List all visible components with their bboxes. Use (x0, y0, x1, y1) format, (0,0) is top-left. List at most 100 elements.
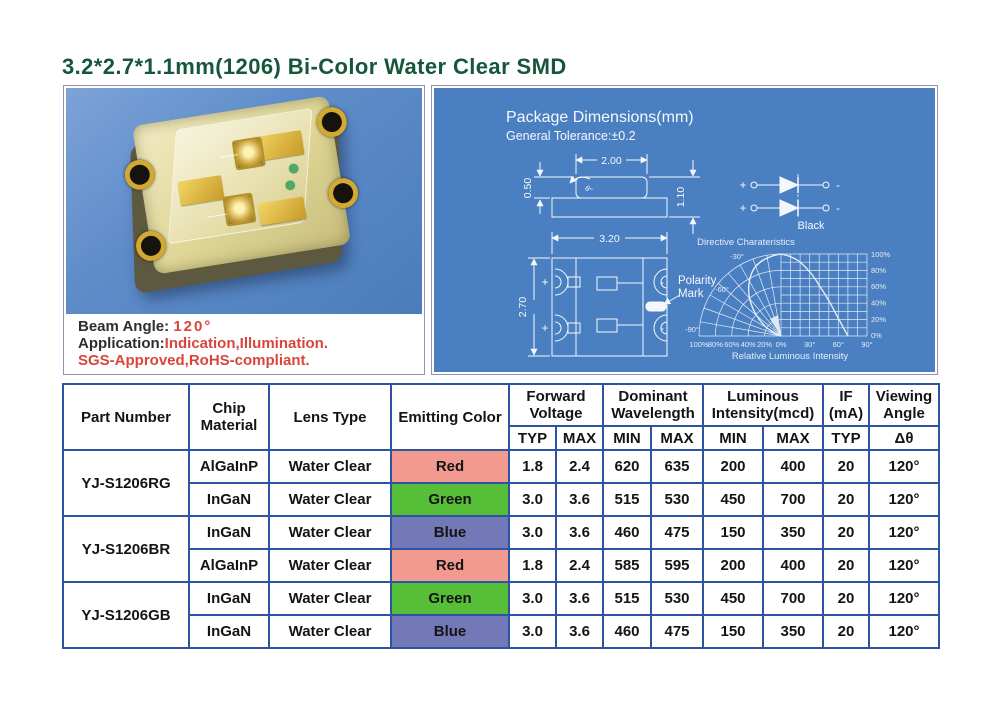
svg-text:-30°: -30° (730, 252, 744, 261)
directive-characteristics-chart: Directive Charateristics (685, 237, 890, 362)
application-line: Application:Indication,Illumination. (78, 335, 422, 352)
cell-lens-type: Water Clear (268, 449, 392, 484)
beam-angle-label: Beam Angle: (78, 318, 170, 335)
subheader-wl-max: MAX (650, 425, 704, 451)
table-row: InGaN Water Clear Blue 3.0 3.6 460 475 1… (63, 614, 940, 649)
svg-text:40%: 40% (871, 299, 886, 308)
polarity-label-line1: Polarity (678, 275, 717, 287)
header-part-number: Part Number (62, 383, 190, 451)
castellation-pad (325, 176, 361, 211)
header-chip-material: Chip Material (188, 383, 270, 451)
subheader-vf-typ: TYP (508, 425, 557, 451)
cell-if-typ: 20 (822, 548, 870, 583)
beam-angle-line: Beam Angle: 120° (78, 318, 422, 335)
cell-wl-max: 530 (650, 482, 704, 517)
cell-lens-type: Water Clear (268, 515, 392, 550)
cartesian-grid (781, 253, 868, 336)
polar-chart-title: Directive Charateristics (697, 237, 795, 248)
cell-iv-min: 450 (702, 482, 764, 517)
castellation-pad (314, 104, 350, 140)
polarity-plus-sign: + (541, 275, 548, 289)
header-luminous-intensity: Luminous Intensity(mcd) (702, 383, 824, 427)
header-dominant-wavelength: Dominant Wavelength (602, 383, 704, 427)
svg-text:100%: 100% (689, 340, 709, 349)
svg-text:60%: 60% (724, 340, 739, 349)
cell-iv-max: 400 (762, 548, 824, 583)
side-view-drawing: 2.00 θ° 0.50 1.10 (522, 154, 700, 234)
cell-part-number: YJ-S1206GB (62, 581, 190, 649)
led-die (222, 192, 257, 227)
cell-wl-min: 515 (602, 482, 652, 517)
smd-led-chip-illustration (116, 89, 369, 299)
polarity-label-line2: Mark (678, 288, 704, 300)
cell-wl-max: 475 (650, 614, 704, 649)
dimension-drawing: Package Dimensions(mm) General Tolerance… (506, 109, 891, 362)
cell-wl-max: 530 (650, 581, 704, 616)
polarity-minus-sign: - (660, 275, 664, 289)
table-row: YJ-S1206GB InGaN Water Clear Green 3.0 3… (62, 581, 940, 649)
subheader-iv-max: MAX (762, 425, 824, 451)
cell-iv-min: 200 (702, 548, 764, 583)
cell-chip-material: InGaN (188, 581, 270, 616)
product-notes: Beam Angle: 120° Application:Indication,… (66, 314, 422, 372)
dimensions-title: Package Dimensions(mm) (506, 109, 694, 126)
cell-if-typ: 20 (822, 515, 870, 550)
cell-vf-typ: 3.0 (508, 482, 557, 517)
subheader-delta-theta: Δθ (868, 425, 940, 451)
application-value: Indication,Illumination. (164, 335, 329, 352)
cell-wl-min: 460 (602, 614, 652, 649)
svg-text:20%: 20% (871, 315, 886, 324)
cell-lens-type: Water Clear (268, 548, 392, 583)
svg-text:60°: 60° (833, 340, 844, 349)
dim-total-height: 1.10 (675, 187, 687, 208)
dim-body-height: 2.70 (517, 297, 529, 318)
cell-if-typ: 20 (822, 449, 870, 484)
castellation-pad (122, 157, 157, 192)
cell-viewing-angle: 120° (868, 515, 940, 550)
header-emitting-color: Emitting Color (390, 383, 510, 451)
svg-text:40%: 40% (741, 340, 756, 349)
table-row: AlGaInP Water Clear Red 1.8 2.4 585 595 … (63, 548, 940, 583)
anode-plus-sign: + (739, 178, 746, 192)
table-row: YJ-S1206RG AlGaInP Water Clear Red 1.8 2… (62, 449, 940, 517)
cell-wl-max: 595 (650, 548, 704, 583)
cell-iv-max: 700 (762, 581, 824, 616)
cell-if-typ: 20 (822, 482, 870, 517)
cathode-minus-sign: - (836, 201, 840, 215)
svg-text:20%: 20% (757, 340, 772, 349)
cell-wl-max: 635 (650, 449, 704, 484)
svg-text:-60°: -60° (715, 285, 729, 294)
polar-chart-xlabel: Relative Luminous Intensity (732, 351, 848, 362)
angle-mark: θ° (583, 184, 594, 195)
cell-wl-min: 460 (602, 515, 652, 550)
subheader-iv-min: MIN (702, 425, 764, 451)
subheader-vf-max: MAX (555, 425, 604, 451)
compliance-line: SGS-Approved,RoHS-compliant. (78, 352, 310, 369)
header-if-ma: IF (mA) (822, 383, 870, 427)
svg-text:60%: 60% (871, 282, 886, 291)
cell-chip-material: AlGaInP (188, 548, 270, 583)
circuit-diagram: + - + - Black (739, 174, 840, 232)
common-cathode-label: Black (798, 220, 825, 232)
svg-text:30°: 30° (804, 340, 815, 349)
center-wedge (770, 315, 781, 336)
tolerance-note: General Tolerance:±0.2 (506, 129, 636, 143)
cell-wl-max: 475 (650, 515, 704, 550)
cell-chip-material: InGaN (188, 614, 270, 649)
header-lens-type: Lens Type (268, 383, 392, 451)
dim-body-width: 3.20 (599, 233, 620, 245)
polarity-mark (645, 301, 667, 312)
cell-vf-typ: 3.0 (508, 614, 557, 649)
cell-viewing-angle: 120° (868, 449, 940, 484)
cell-iv-min: 150 (702, 614, 764, 649)
table-row: InGaN Water Clear Green 3.0 3.6 515 530 … (63, 482, 940, 517)
polarity-plus-sign: + (541, 321, 548, 335)
cell-vf-max: 2.4 (555, 449, 604, 484)
cell-viewing-angle: 120° (868, 581, 940, 616)
cell-chip-material: AlGaInP (188, 449, 270, 484)
cell-vf-typ: 3.0 (508, 581, 557, 616)
cell-vf-max: 3.6 (555, 515, 604, 550)
cell-wl-min: 515 (602, 581, 652, 616)
header-forward-voltage: Forward Voltage (508, 383, 604, 427)
cell-iv-max: 700 (762, 482, 824, 517)
